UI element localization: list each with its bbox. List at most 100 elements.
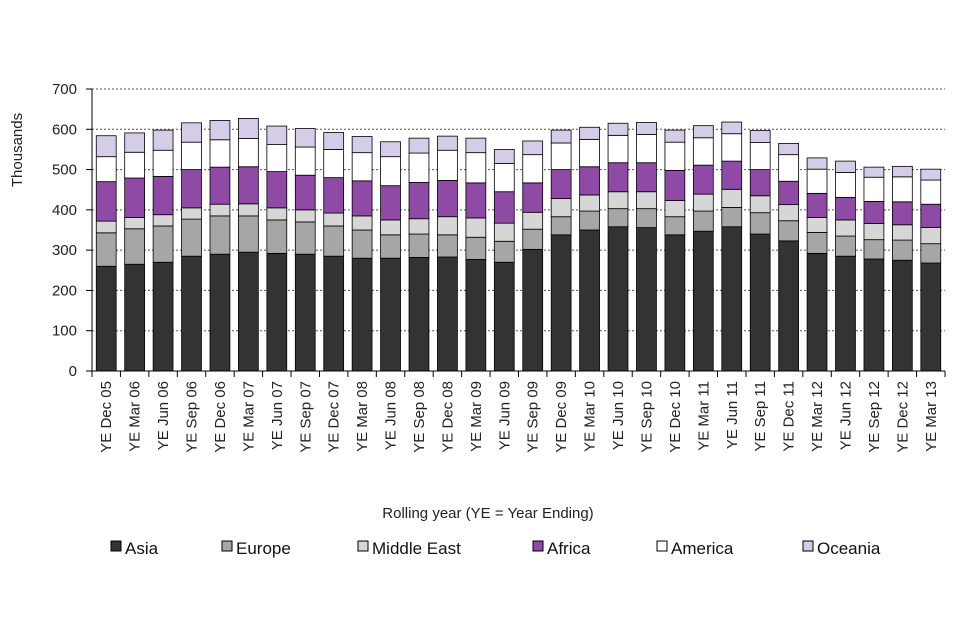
bar-segment-asia [124, 263, 146, 372]
y-tick-label: 600 [52, 121, 77, 138]
bar-segment-middle-east [522, 211, 544, 230]
bar-segment-europe [550, 216, 572, 236]
bar-segment-europe [465, 236, 487, 260]
bar-segment-africa [95, 181, 117, 222]
bar-segment-middle-east [636, 191, 657, 210]
x-tick-label: YE Mar 13 [923, 381, 940, 452]
bar-segment-america [835, 171, 856, 198]
bar-segment-oceania [351, 136, 373, 154]
bar-segment-middle-east [493, 222, 515, 242]
bar-segment-europe [323, 225, 345, 257]
bar-segment-europe [266, 219, 288, 254]
bar-segment-africa [664, 169, 686, 201]
bar-segment-asia [465, 259, 487, 372]
bar-segment-middle-east [550, 198, 572, 218]
x-tick-label: YE Sep 11 [752, 381, 769, 452]
bar-segment-africa [636, 162, 657, 193]
bar-segment-middle-east [238, 203, 259, 217]
bar-segment-europe [408, 233, 430, 258]
bar-segment-europe [493, 240, 515, 263]
x-tick-label: YE Jun 12 [837, 381, 854, 450]
bar-segment-america [607, 134, 629, 164]
legend-label: Middle East [372, 539, 461, 558]
bar-segment-america [465, 152, 487, 184]
bar-segment-europe [920, 243, 942, 264]
bar-segment-europe [95, 232, 117, 267]
x-tick-label: YE Mar 08 [354, 381, 371, 452]
bar-segment-africa [579, 166, 600, 196]
bar-segment-europe [835, 235, 856, 257]
x-tick-label: YE Mar 12 [809, 381, 826, 452]
bar-segment-middle-east [835, 219, 856, 237]
y-tick-label: 400 [52, 202, 77, 219]
bar-segment-africa [181, 169, 202, 209]
x-tick-label: YE Sep 12 [866, 381, 883, 453]
bar-segment-america [323, 149, 345, 179]
bar-segment-middle-east [692, 193, 714, 212]
bar-segment-america [692, 137, 714, 166]
bar-segment-africa [721, 160, 743, 190]
bar-segment-asia [152, 261, 174, 372]
x-tick-label: YE Sep 10 [638, 381, 655, 453]
legend-swatch [110, 540, 122, 552]
bar-segment-oceania [522, 140, 544, 156]
bar-segment-oceania [437, 135, 458, 151]
bar-segment-asia [891, 259, 913, 372]
axes [86, 88, 946, 377]
bar-segment-america [238, 138, 259, 168]
bar-segment-europe [124, 228, 146, 265]
bar-segment-asia [380, 257, 401, 372]
bar-segment-asia [550, 234, 572, 372]
legend-item-europe: Europe [221, 539, 291, 558]
bar-segment-oceania [209, 120, 231, 141]
bar-segment-europe [380, 234, 401, 259]
bar-segment-asia [749, 233, 771, 372]
legend-item-africa: Africa [532, 539, 591, 558]
bar-segment-middle-east [95, 220, 117, 234]
bar-segment-europe [721, 207, 743, 228]
x-tick-label: YE Dec 11 [781, 381, 798, 452]
x-tick-label: YE Jun 11 [724, 381, 741, 449]
legend-label: Oceania [817, 539, 881, 558]
bar-segment-middle-east [181, 207, 202, 220]
bar-segment-asia [579, 229, 600, 372]
bar-segment-oceania [95, 135, 117, 158]
bar-segment-oceania [152, 129, 174, 151]
x-axis-title: Rolling year (YE = Year Ending) [382, 505, 593, 522]
bar-segment-africa [323, 177, 345, 214]
bar-segment-europe [692, 210, 714, 232]
bar-segment-middle-east [863, 223, 885, 241]
legend-item-middle-east: Middle East [357, 539, 461, 558]
bar-segment-africa [692, 164, 714, 195]
bar-segment-asia [806, 252, 828, 372]
bar-segment-asia [351, 257, 373, 372]
bar-segment-africa [351, 180, 373, 217]
bar-segment-europe [863, 239, 885, 260]
bar-segment-asia [181, 255, 202, 372]
bar-segment-middle-east [152, 214, 174, 227]
bar-segment-america [579, 138, 600, 168]
bar-segment-asia [607, 226, 629, 372]
bar-segment-asia [664, 234, 686, 372]
bar-segment-america [863, 176, 885, 202]
bar-segment-africa [238, 166, 259, 205]
bar-segment-oceania [124, 132, 146, 153]
bar-segment-europe [778, 220, 799, 242]
bar-segment-middle-east [465, 217, 487, 238]
bar-segment-africa [465, 182, 487, 219]
bar-segment-oceania [664, 129, 686, 143]
bar-segment-asia [636, 227, 657, 372]
bar-segment-asia [863, 258, 885, 372]
x-tick-label: YE Jun 10 [610, 381, 627, 450]
bar-segment-middle-east [408, 218, 430, 235]
bar-segment-middle-east [920, 227, 942, 245]
bar-segment-middle-east [749, 195, 771, 214]
bar-segment-america [891, 176, 913, 203]
y-tick-label: 200 [52, 282, 77, 299]
bar-segment-africa [863, 200, 885, 224]
bar-segment-asia [323, 255, 345, 372]
bar-segment-europe [294, 221, 316, 255]
bar-segment-asia [920, 262, 942, 372]
bar-segment-asia [95, 265, 117, 372]
